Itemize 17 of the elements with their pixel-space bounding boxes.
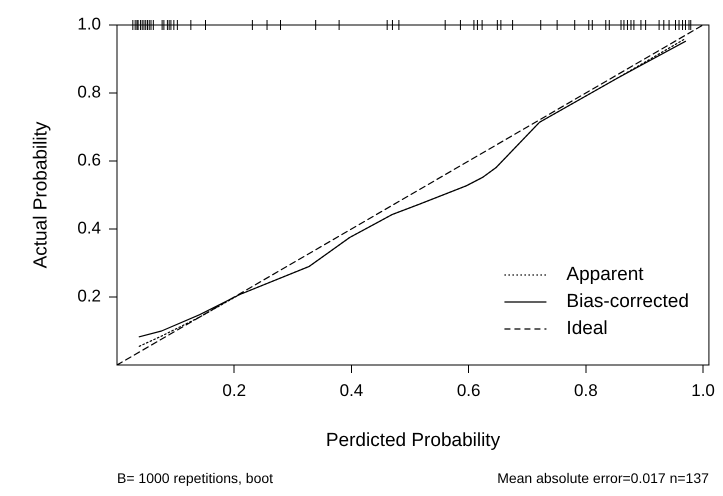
x-tick-label: 0.6 bbox=[456, 380, 480, 400]
y-tick-label: 0.4 bbox=[77, 218, 101, 238]
legend-label: Bias-corrected bbox=[566, 291, 689, 312]
y-tick-label: 0.6 bbox=[77, 150, 101, 170]
x-tick-label: 1.0 bbox=[691, 380, 715, 400]
y-axis-title: Actual Probability bbox=[30, 121, 52, 268]
text: B= 1000 repetitions, boot bbox=[117, 470, 274, 486]
legend-label: Apparent bbox=[566, 264, 644, 286]
y-tick-label: 1.0 bbox=[77, 14, 101, 34]
text: Mean absolute error=0.017 n=137 bbox=[497, 470, 710, 486]
legend-label: Ideal bbox=[566, 318, 608, 340]
x-axis-title: Perdicted Probability bbox=[326, 430, 501, 451]
y-tick-label: 0.2 bbox=[77, 286, 101, 306]
y-tick-label: 0.8 bbox=[77, 82, 101, 102]
x-tick-label: 0.4 bbox=[340, 380, 364, 400]
x-tick-label: 0.8 bbox=[574, 380, 598, 400]
x-tick-label: 0.2 bbox=[222, 380, 246, 400]
